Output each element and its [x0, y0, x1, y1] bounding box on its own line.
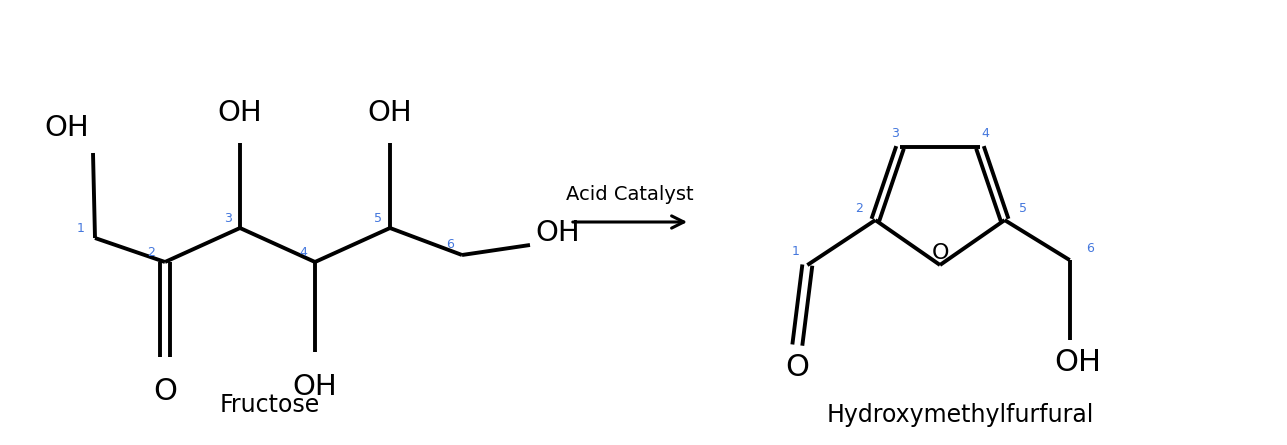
Text: OH: OH — [1054, 348, 1102, 376]
Text: O: O — [932, 243, 949, 263]
Text: 3: 3 — [891, 127, 898, 140]
Text: OH: OH — [368, 99, 412, 127]
Text: Fructose: Fructose — [220, 393, 320, 417]
Text: OH: OH — [535, 219, 580, 247]
Text: OH: OH — [218, 99, 263, 127]
Text: O: O — [785, 352, 810, 381]
Text: 4: 4 — [981, 127, 988, 140]
Text: 6: 6 — [1086, 242, 1094, 255]
Text: OH: OH — [292, 373, 337, 401]
Text: 1: 1 — [792, 245, 799, 258]
Text: 5: 5 — [1019, 202, 1027, 214]
Text: 5: 5 — [375, 211, 382, 224]
Text: O: O — [153, 377, 178, 406]
Text: 1: 1 — [77, 222, 85, 235]
Text: 2: 2 — [147, 246, 154, 259]
Text: Hydroxymethylfurfural: Hydroxymethylfurfural — [826, 403, 1094, 427]
Text: OH: OH — [45, 114, 89, 142]
Text: 6: 6 — [447, 239, 454, 251]
Text: 4: 4 — [299, 246, 306, 259]
Text: Acid Catalyst: Acid Catalyst — [566, 185, 694, 203]
Text: 3: 3 — [224, 211, 232, 224]
Text: 2: 2 — [856, 202, 864, 214]
